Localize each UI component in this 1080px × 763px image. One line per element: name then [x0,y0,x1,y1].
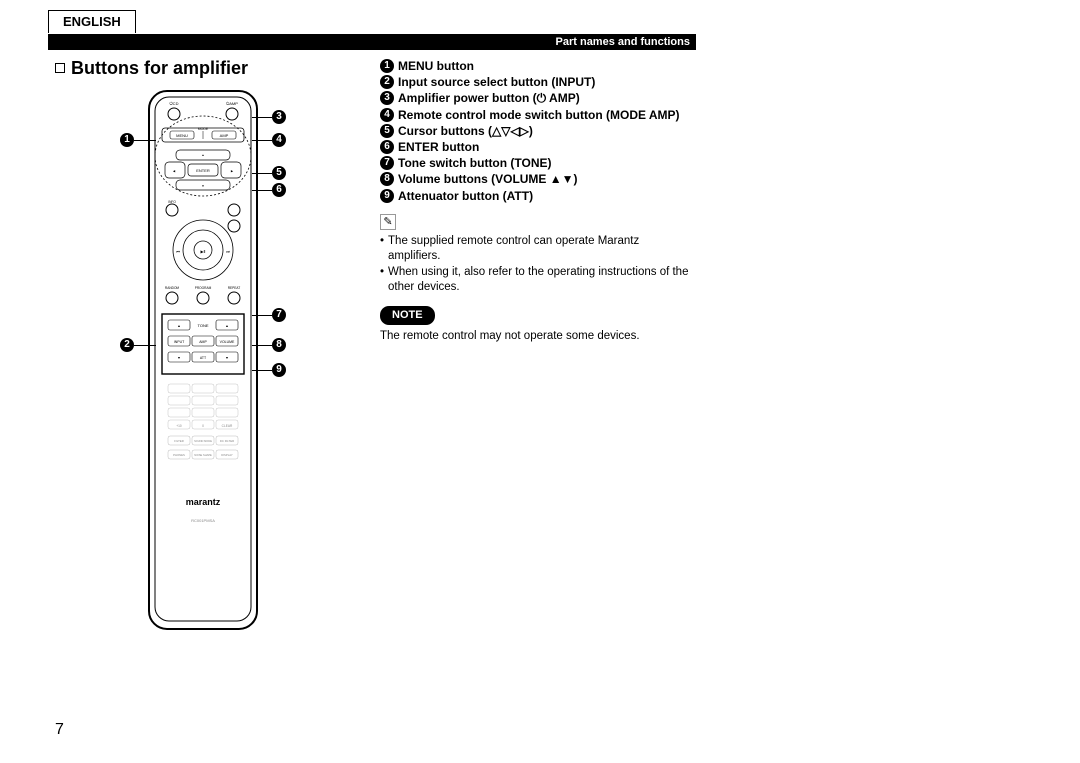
pencil-icon: ✎ [380,214,396,230]
svg-text:INPUT: INPUT [174,340,185,344]
svg-text:NOISE SHAPE: NOISE SHAPE [194,453,212,457]
svg-text:▼: ▼ [225,356,228,360]
definition-item: 7 Tone switch button (TONE) [380,155,690,171]
callout-badge: 2 [120,338,134,352]
section-title: Buttons for amplifier [55,58,248,79]
svg-text:INFO: INFO [168,200,176,204]
svg-text:▲: ▲ [225,324,228,328]
svg-text:PROGRAM: PROGRAM [195,286,212,290]
callout-badge: 5 [272,166,286,180]
svg-text:ENTER: ENTER [196,168,210,173]
item-label: Amplifier power button (⏻ AMP) [398,90,580,106]
item-label: Remote control mode switch button (MODE … [398,107,680,123]
definition-item: 8 Volume buttons (VOLUME ▲▼) [380,171,690,187]
note-text: The remote control may not operate some … [380,329,690,345]
definition-item: 3 Amplifier power button (⏻ AMP) [380,90,690,106]
callout-badge: 8 [272,338,286,352]
callout-leader-line [134,345,156,346]
definition-item: 9 Attenuator button (ATT) [380,188,690,204]
info-bullet: The supplied remote control can operate … [380,234,690,265]
callout-leader-line [252,173,272,174]
item-label: MENU button [398,58,474,74]
language-tab: ENGLISH [48,10,136,33]
svg-text:▲: ▲ [177,324,180,328]
callout-badge: 9 [272,363,286,377]
svg-text:AMP: AMP [220,133,229,138]
svg-text:⏭: ⏭ [226,249,230,254]
note-badge: NOTE [380,306,435,325]
item-number-badge: 3 [380,91,394,105]
header-bar: Part names and functions [48,34,696,50]
callout-leader-line [252,345,272,346]
item-number-badge: 7 [380,156,394,170]
item-number-badge: 9 [380,189,394,203]
svg-text:REPEAT: REPEAT [228,286,241,290]
item-number-badge: 8 [380,172,394,186]
svg-text:FILTER: FILTER [174,439,183,443]
item-label: Volume buttons (VOLUME ▲▼) [398,171,578,187]
svg-text:CLEAR: CLEAR [222,424,233,428]
item-number-badge: 2 [380,75,394,89]
section-title-text: Buttons for amplifier [71,58,248,78]
item-number-badge: 4 [380,108,394,122]
svg-text:DISPLAY: DISPLAY [221,453,233,457]
definition-item: 5 Cursor buttons (△▽◁▷) [380,123,690,139]
item-label: Cursor buttons (△▽◁▷) [398,123,533,139]
callout-leader-line [252,370,272,371]
header-bar-text: Part names and functions [556,34,690,50]
callout-leader-line [252,117,272,118]
button-definitions-list: 1 MENU button 2 Input source select button … [380,58,690,204]
svg-text:▲: ▲ [202,153,205,157]
item-number-badge: 1 [380,59,394,73]
svg-text:AMP: AMP [199,340,207,344]
callout-badge: 3 [272,110,286,124]
callout-leader-line [252,140,272,141]
svg-text:▼: ▼ [202,184,205,188]
svg-text:ATT: ATT [200,356,207,360]
callout-badge: 1 [120,133,134,147]
item-label: Tone switch button (TONE) [398,155,552,171]
item-number-badge: 6 [380,140,394,154]
svg-text:VOLUME: VOLUME [220,340,235,344]
svg-text:0: 0 [202,424,204,428]
square-bullet-icon [55,63,65,73]
svg-text:RC001PMSA: RC001PMSA [191,518,215,523]
svg-text:MODE: MODE [198,127,209,131]
callout-badge: 4 [272,133,286,147]
callout-badge: 6 [272,183,286,197]
svg-text:marantz: marantz [186,497,221,507]
callout-leader-line [252,315,272,316]
svg-text:SOUND MODE: SOUND MODE [194,439,212,443]
definition-item: 4 Remote control mode switch button (MODE… [380,107,690,123]
svg-text:PHONES: PHONES [173,453,185,457]
svg-text:+10: +10 [176,424,182,428]
info-bullets: The supplied remote control can operate … [380,234,690,296]
definition-item: 6 ENTER button [380,139,690,155]
svg-text:RANDOM: RANDOM [165,286,180,290]
page-number: 7 [55,721,64,739]
svg-text:▶Ⅱ: ▶Ⅱ [200,249,205,254]
callout-leader-line [134,140,156,141]
svg-text:TONE: TONE [197,323,208,328]
callout-badge: 7 [272,308,286,322]
svg-text:⏻AMP: ⏻AMP [226,101,238,106]
definition-item: 1 MENU button [380,58,690,74]
item-label: ENTER button [398,139,479,155]
svg-text:▼: ▼ [177,356,180,360]
callout-leader-line [252,190,272,191]
item-number-badge: 5 [380,124,394,138]
svg-text:MENU: MENU [176,133,188,138]
svg-text:DC FILTER: DC FILTER [220,439,234,443]
item-label: Attenuator button (ATT) [398,188,533,204]
info-bullet: When using it, also refer to the operati… [380,265,690,296]
svg-text:⏻CD: ⏻CD [170,101,179,106]
definition-item: 2 Input source select button (INPUT) [380,74,690,90]
svg-text:⏮: ⏮ [176,249,180,254]
item-label: Input source select button (INPUT) [398,74,595,90]
remote-diagram: ⏻CD ⏻AMP MENU AMP MODE ▲ ▼ ◀ ▶ ENTER [148,90,258,630]
